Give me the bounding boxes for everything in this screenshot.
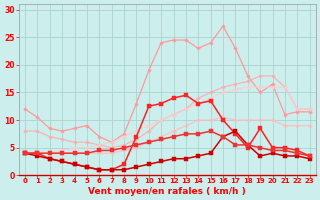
X-axis label: Vent moyen/en rafales ( km/h ): Vent moyen/en rafales ( km/h )	[88, 187, 246, 196]
